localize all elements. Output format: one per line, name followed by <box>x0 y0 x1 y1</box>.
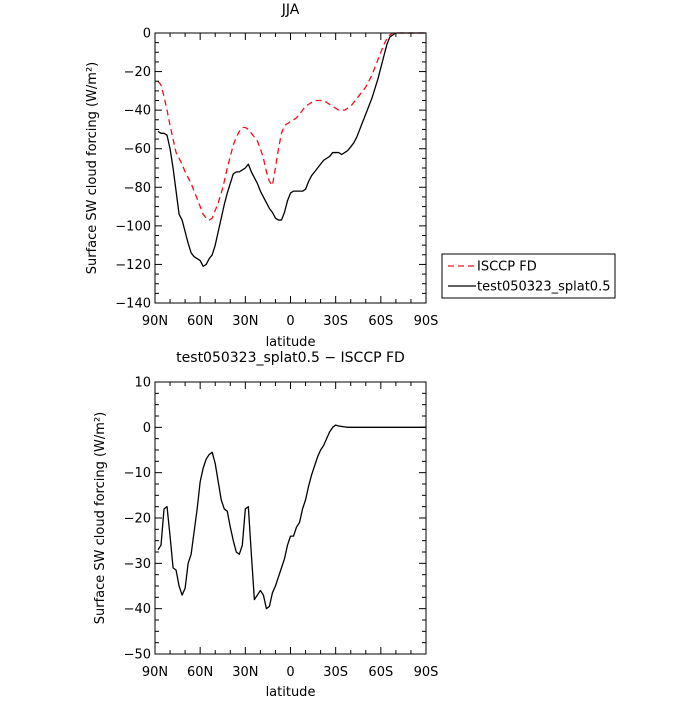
top-panel-ylabel: Surface SW cloud forcing (W/m²) <box>85 62 100 274</box>
top-panel-ytick-label: −20 <box>124 65 151 80</box>
bottom-panel-xtick-label: 90N <box>142 665 168 680</box>
legend: ISCCP FD test050323_splat0.5 <box>441 253 616 299</box>
top-panel-xtick-label: 60S <box>368 314 393 329</box>
top-panel-xtick-label: 30S <box>323 314 348 329</box>
bottom-panel-axes: 90N 60N 30N 0 30S 60S 90S 10 0 −10 −20 −30 −40 −50 <box>124 376 439 681</box>
top-panel-xtick-label: 90S <box>414 314 439 329</box>
top-panel: JJA Surface SW cloud forcing (W/m²) lati… <box>85 2 438 350</box>
bottom-panel-ylabel: Surface SW cloud forcing (W/m²) <box>93 412 108 624</box>
top-panel-ytick-label: −80 <box>124 181 151 196</box>
top-panel-ytick-label: −140 <box>115 297 151 312</box>
bottom-panel-title: test050323_splat0.5 − ISCCP FD <box>176 350 405 366</box>
bottom-panel-xtick-label: 90S <box>414 665 439 680</box>
bottom-panel: test050323_splat0.5 − ISCCP FD Surface S… <box>93 350 438 700</box>
bottom-panel-ytick-label: 10 <box>134 376 151 391</box>
bottom-panel-xtick-label: 0 <box>286 665 294 680</box>
top-panel-line-isccp-fd <box>157 32 426 221</box>
top-panel-title: JJA <box>281 2 300 18</box>
bottom-panel-xtick-label: 60S <box>368 665 393 680</box>
legend-label-isccp-fd: ISCCP FD <box>477 260 537 275</box>
bottom-panel-ytick-label: −10 <box>124 466 151 481</box>
top-panel-ytick-label: 0 <box>143 27 151 42</box>
bottom-panel-ytick-label: −40 <box>124 602 151 617</box>
top-panel-frame <box>154 32 427 304</box>
bottom-panel-xlabel: latitude <box>266 685 316 700</box>
bottom-panel-line-difference <box>157 424 426 610</box>
bottom-panel-xtick-label: 30N <box>232 665 258 680</box>
top-panel-ytick-label: −120 <box>115 258 151 273</box>
bottom-panel-ytick-label: −20 <box>124 512 151 527</box>
top-panel-ytick-label: −40 <box>124 104 151 119</box>
bottom-panel-ytick-label: −30 <box>124 557 151 572</box>
bottom-panel-xtick-label: 60N <box>187 665 213 680</box>
bottom-panel-ytick-label: 0 <box>143 421 151 436</box>
top-panel-xtick-label: 90N <box>142 314 168 329</box>
top-panel-ytick-label: −60 <box>124 142 151 157</box>
top-panel-xtick-label: 0 <box>286 314 294 329</box>
top-panel-axes: 90N 60N 30N 0 30S 60S 90S 0 −20 −40 −60 −80 −100 −120… <box>115 27 438 330</box>
top-panel-series <box>157 32 426 268</box>
top-panel-xtick-label: 30N <box>232 314 258 329</box>
bottom-panel-xtick-label: 30S <box>323 665 348 680</box>
top-panel-xtick-label: 60N <box>187 314 213 329</box>
bottom-panel-series <box>157 424 426 610</box>
legend-label-test050323: test050323_splat0.5 <box>477 280 610 295</box>
top-panel-xlabel: latitude <box>266 335 316 350</box>
top-panel-line-test050323-splat0-5 <box>157 32 426 268</box>
bottom-panel-ytick-label: −50 <box>124 648 151 663</box>
legend-box <box>441 253 616 299</box>
top-panel-ytick-label: −100 <box>115 219 151 234</box>
bottom-panel-frame <box>154 381 427 655</box>
